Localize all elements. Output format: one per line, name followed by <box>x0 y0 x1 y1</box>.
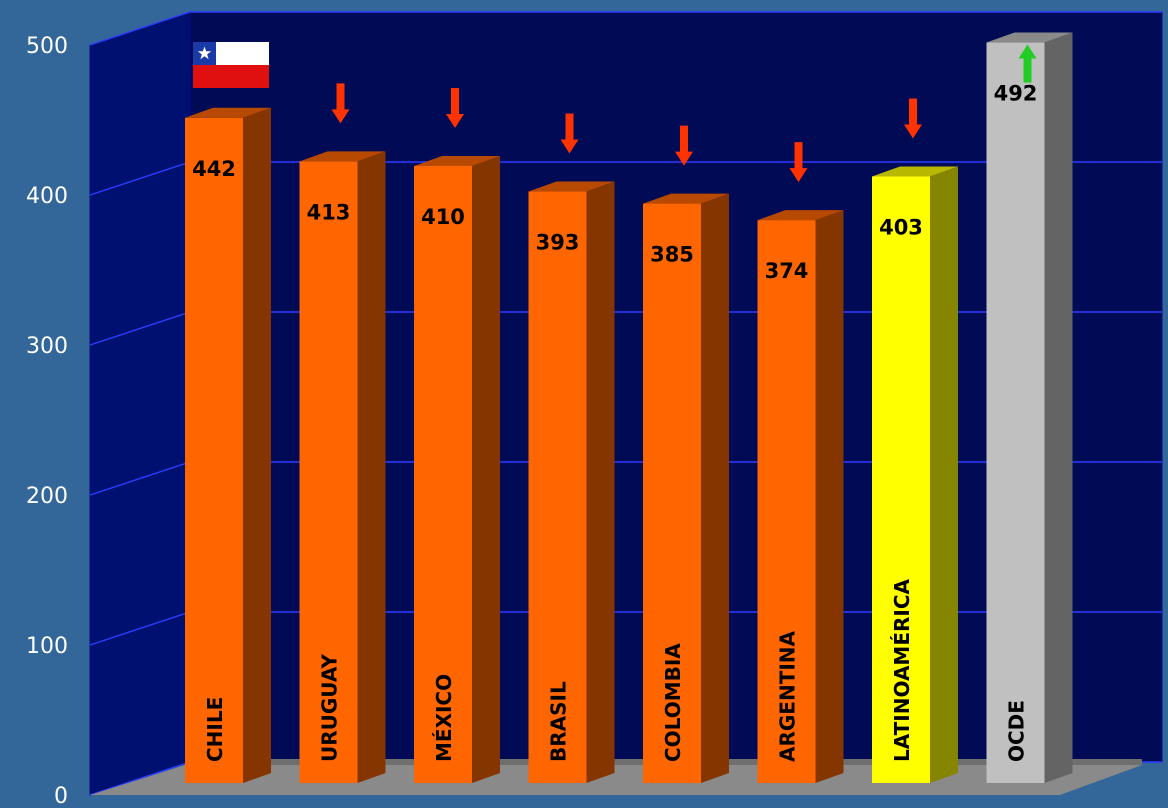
bar-side <box>815 210 844 783</box>
value-label: 410 <box>421 205 465 229</box>
down-arrow-icon <box>789 142 808 183</box>
category-label: CHILE <box>203 697 227 762</box>
down-arrow-icon <box>675 125 693 166</box>
y-tick-label: 300 <box>26 334 68 359</box>
y-tick-label: 0 <box>54 784 68 808</box>
category-label: ARGENTINA <box>776 630 800 762</box>
bar-top <box>643 193 729 204</box>
bar-side <box>472 155 500 783</box>
y-tick-label: 200 <box>26 484 68 509</box>
category-label: LATINOAMÉRICA <box>890 578 914 762</box>
bar <box>757 220 816 783</box>
category-label: BRASIL <box>547 681 571 762</box>
bar <box>414 165 472 783</box>
bar <box>185 117 243 784</box>
bar-group: 393 BRASIL <box>528 181 615 783</box>
chile-flag-icon <box>193 42 269 88</box>
bar-group: 413 URUGUAY <box>299 151 386 783</box>
bar-side <box>586 181 615 783</box>
bar-top <box>528 181 615 192</box>
bar-group: 410 MÉXICO <box>414 155 500 783</box>
bar-top <box>757 210 844 221</box>
category-label: URUGUAY <box>318 654 342 762</box>
down-arrow-icon <box>331 83 350 124</box>
bar-group: 385 COLOMBIA <box>643 193 729 783</box>
down-arrow-icon <box>904 98 922 139</box>
value-label: 492 <box>994 82 1038 106</box>
down-arrow-icon <box>446 87 464 128</box>
gridline <box>89 11 1162 46</box>
value-label: 413 <box>307 200 351 224</box>
bar-top <box>986 32 1073 43</box>
y-tick-label: 100 <box>26 634 68 659</box>
bar-side <box>701 193 729 783</box>
up-arrow-icon <box>1018 44 1037 83</box>
bar-top <box>414 155 500 166</box>
bar-side <box>1044 32 1073 784</box>
bar-top <box>299 151 386 162</box>
side-wall <box>89 11 191 796</box>
down-arrow-icon <box>560 113 579 154</box>
y-tick-label: 500 <box>26 34 68 59</box>
y-axis: 0 100 200 300 400 500 <box>26 34 68 808</box>
value-label: 393 <box>536 231 580 255</box>
y-tick-label: 400 <box>26 184 68 209</box>
bars: 442 CHILE 413 URUGUAY 410 MÉXICO 393 BRASIL 385 C… <box>185 32 1073 784</box>
bar-group: 442 CHILE <box>185 107 271 784</box>
value-label: 442 <box>192 157 236 181</box>
bar-top <box>872 166 958 177</box>
bar <box>299 161 358 783</box>
bar-side <box>357 151 386 783</box>
category-label: OCDE <box>1005 700 1029 762</box>
bar <box>986 42 1045 784</box>
bar <box>643 203 701 783</box>
bar-side <box>243 107 271 784</box>
category-label: MÉXICO <box>432 674 456 762</box>
annotations <box>193 42 1037 183</box>
bar <box>528 191 587 783</box>
bar-top <box>185 107 271 118</box>
value-label: 403 <box>879 215 923 239</box>
bar <box>872 176 930 784</box>
bar-side <box>930 166 958 784</box>
value-label: 385 <box>650 243 694 267</box>
bar-group: 492 OCDE <box>986 32 1073 784</box>
bar-group: 374 ARGENTINA <box>757 210 844 783</box>
category-label: COLOMBIA <box>661 643 685 762</box>
value-label: 374 <box>765 259 809 283</box>
bar-group: 403 LATINOAMÉRICA <box>872 166 958 784</box>
